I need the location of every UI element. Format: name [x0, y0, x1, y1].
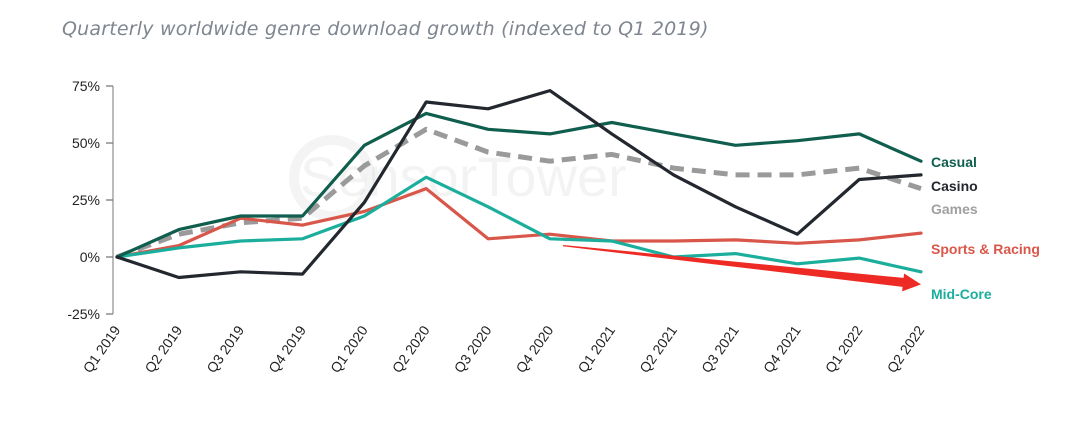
x-tick-label: Q3 2020: [451, 322, 495, 375]
series-line-casino: [115, 88, 923, 280]
legend-label: Mid-Core: [931, 286, 992, 302]
series-line-sports-racing: [115, 187, 923, 259]
series-line-mid-core: [115, 175, 923, 274]
series-line-games: [116, 126, 922, 260]
x-tick-label: Q3 2019: [203, 322, 247, 375]
y-tick-label: 0%: [80, 249, 100, 265]
y-tick-label: -25%: [67, 306, 100, 322]
series-line-casual: [115, 111, 923, 259]
x-tick-label: Q1 2019: [80, 322, 124, 375]
legend-label: Games: [931, 201, 978, 217]
legend-label: Casino: [931, 178, 978, 194]
x-tick-label: Q1 2020: [327, 322, 371, 375]
x-tick-label: Q4 2021: [760, 322, 804, 375]
legend-label: Casual: [931, 154, 977, 170]
y-tick-label: 75%: [72, 78, 100, 94]
chart-title: Quarterly worldwide genre download growt…: [62, 18, 709, 40]
trend-arrow-annotation: [562, 245, 921, 292]
y-tick-label: 25%: [72, 192, 100, 208]
x-tick-label: Q2 2021: [636, 322, 680, 375]
x-tick-label: Q4 2019: [265, 322, 309, 375]
x-tick-label: Q4 2020: [512, 322, 556, 375]
watermark-logo: [289, 135, 375, 221]
x-tick-label: Q1 2022: [822, 322, 866, 375]
x-tick-label: Q1 2021: [574, 322, 618, 375]
x-tick-label: Q3 2021: [698, 322, 742, 375]
x-tick-label: Q2 2019: [141, 322, 185, 375]
legend-label: Sports & Racing: [931, 241, 1040, 257]
y-tick-label: 50%: [72, 135, 100, 151]
x-tick-label: Q2 2020: [389, 322, 433, 375]
x-tick-label: Q2 2022: [884, 322, 928, 375]
